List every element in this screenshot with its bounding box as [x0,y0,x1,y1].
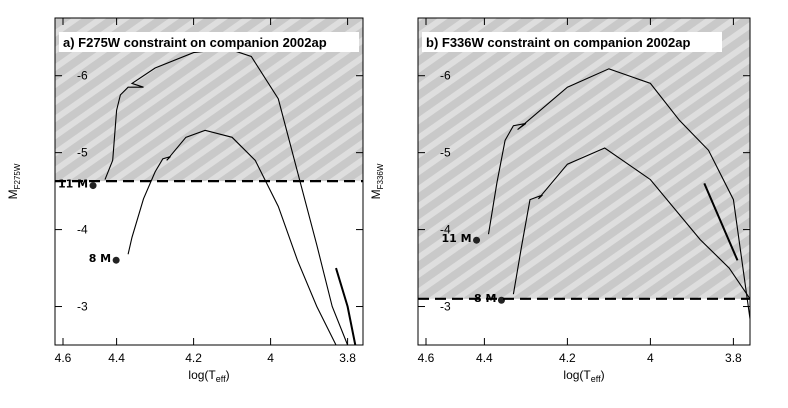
sun-symbol [89,182,97,190]
x-axis-label-main: log(T [563,368,591,382]
track [127,129,337,346]
title-box [59,32,359,52]
track [487,68,751,319]
x-axis-label-end: ) [226,368,230,382]
x-axis-label-end: ) [601,368,605,382]
y-tick-label: -6 [440,69,451,83]
y-tick-label: -5 [440,146,451,160]
track-label: 11 M [58,178,88,191]
x-axis-label: log(Teff) [563,368,604,384]
y-axis-label-main: M [369,189,383,199]
excluded-region [418,18,750,299]
sun-symbol [112,256,120,264]
sun-symbol [473,236,481,244]
track [104,48,349,346]
x-tick-label: 4.6 [55,351,72,365]
y-tick-label: -3 [440,300,451,314]
x-axis-label-main: log(T [188,368,216,382]
panel: 11 M 8 M a) F275W constraint on companion … [6,17,364,384]
x-tick-label: 4.4 [108,351,125,365]
track [335,267,357,346]
x-tick-label: 4.4 [476,351,493,365]
track-label: 11 M [441,232,471,245]
y-axis-label-sub: F336W [376,163,385,189]
x-axis-label-sub: eff [216,374,226,384]
x-tick-label: 4 [647,351,654,365]
x-tick-label: 4.6 [418,351,435,365]
y-tick-label: -4 [440,223,451,237]
y-tick-label: -3 [77,300,88,314]
track [512,147,751,300]
x-tick-label: 3.8 [339,351,356,365]
y-tick-label: -4 [77,223,88,237]
track [703,183,739,261]
x-axis-label: log(Teff) [188,368,229,384]
y-tick-label: -5 [77,146,88,160]
y-axis-label: MF275W [6,163,22,199]
title-box [422,32,722,52]
y-axis-label: MF336W [369,163,385,199]
y-axis-label-main: M [6,189,20,199]
chart-title: b) F336W constraint on companion 2002ap [426,35,690,50]
y-axis-label-sub: F275W [13,163,22,189]
x-tick-label: 4 [267,351,274,365]
x-axis-label-sub: eff [591,374,601,384]
track-label: 8 M [89,252,111,265]
x-tick-label: 3.8 [725,351,742,365]
track-label: 8 M [474,292,496,305]
x-tick-label: 4.2 [559,351,576,365]
x-tick-label: 4.2 [185,351,202,365]
chart-title: a) F275W constraint on companion 2002ap [63,35,327,50]
panel: 11 M 8 M b) F336W constraint on companion … [369,17,751,384]
plot-frame [417,17,751,346]
plot-frame [54,17,364,346]
y-tick-label: -6 [77,69,88,83]
